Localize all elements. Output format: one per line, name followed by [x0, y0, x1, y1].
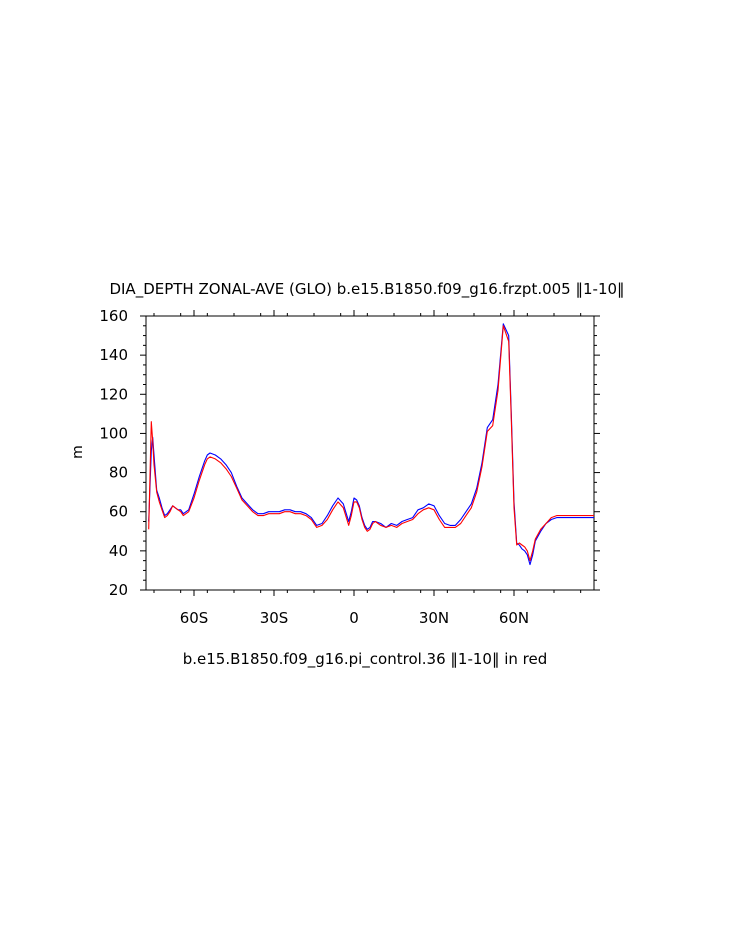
y-tick-label: 80 — [109, 464, 128, 482]
x-tick-label: 60S — [180, 609, 209, 627]
axis-ticks: 20 40 60 80 100 120 140 160 60S 30S 0 30N 60N — [99, 307, 600, 627]
y-tick-label: 20 — [109, 581, 128, 599]
y-tick-label: 160 — [99, 307, 128, 325]
y-tick-label: 60 — [109, 503, 128, 521]
y-tick-label: 100 — [99, 424, 128, 442]
series-group — [148, 323, 594, 566]
series-line-1 — [148, 323, 594, 566]
y-tick-label: 140 — [99, 346, 128, 364]
chart-title: DIA_DEPTH ZONAL-AVE (GLO) b.e15.B1850.f0… — [109, 280, 624, 299]
y-tick-label: 120 — [99, 385, 128, 403]
x-tick-label: 30S — [260, 609, 289, 627]
y-tick-label: 40 — [109, 542, 128, 560]
series-line-2 — [148, 325, 594, 562]
x-tick-label: 60N — [499, 609, 529, 627]
x-tick-label: 30N — [419, 609, 449, 627]
y-axis-label: m — [70, 445, 86, 459]
plot-frame — [145, 315, 595, 591]
x-tick-label: 0 — [349, 609, 359, 627]
chart-subtitle: b.e15.B1850.f09_g16.pi_control.36 ‖1-10‖… — [183, 650, 548, 669]
